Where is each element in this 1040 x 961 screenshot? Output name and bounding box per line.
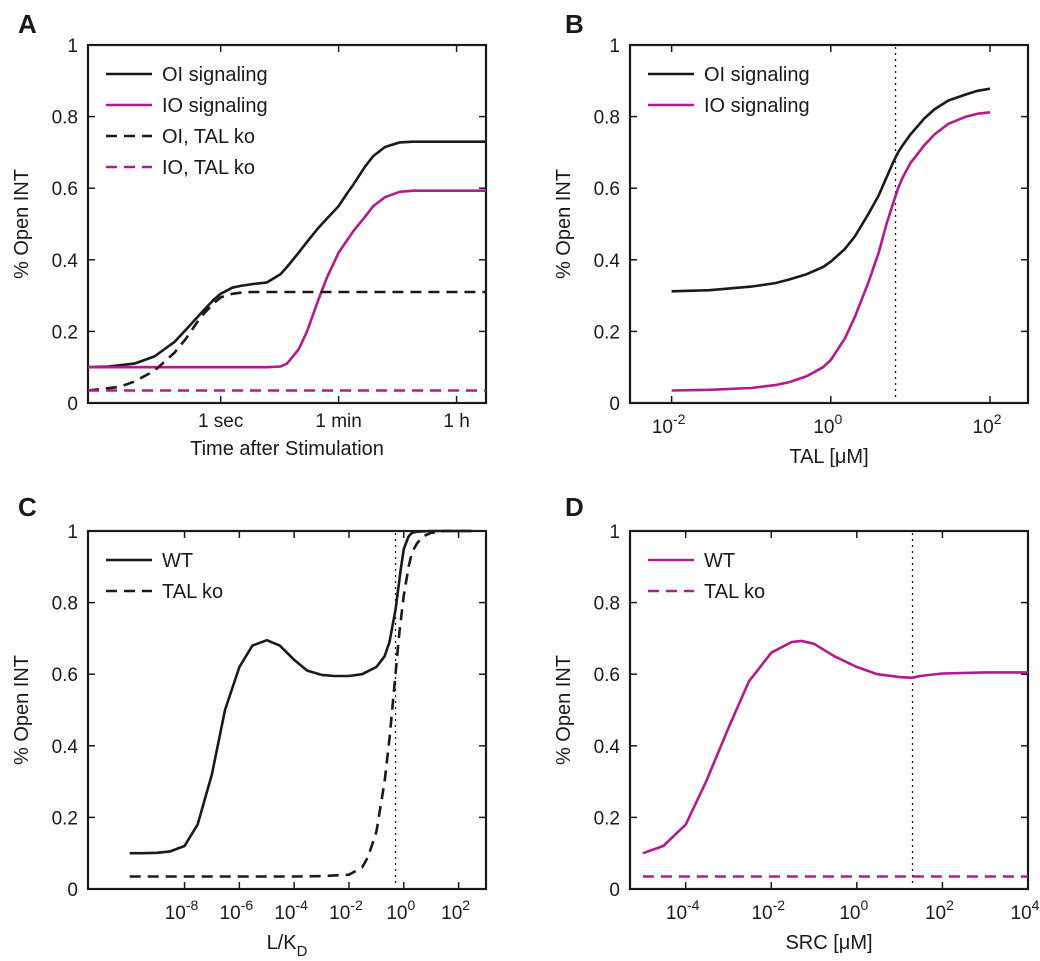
y-axis-label: % Open INT bbox=[11, 655, 33, 765]
series-line-oi-signaling bbox=[671, 87, 991, 293]
series-line-oi-signaling bbox=[87, 140, 486, 369]
plot-frame bbox=[86, 43, 488, 405]
y-tick-label: 0.6 bbox=[594, 665, 620, 686]
y-tick-label: 0.8 bbox=[594, 108, 620, 129]
y-tick-label: 0.6 bbox=[52, 665, 78, 686]
y-tick-label: 0.2 bbox=[594, 322, 620, 343]
y-tick-label: 0.6 bbox=[594, 179, 620, 200]
x-tick-label: 100 bbox=[386, 897, 415, 924]
legend-label: IO, TAL ko bbox=[162, 157, 255, 179]
x-tick-label: 1 min bbox=[315, 411, 361, 432]
plot-frame bbox=[628, 43, 1030, 405]
y-tick-label: 0 bbox=[67, 394, 78, 415]
legend-label: IO signaling bbox=[704, 95, 810, 117]
x-tick-label: 10-2 bbox=[652, 411, 686, 438]
panel-a: A 0 0.2 0.4 0.6 0.8 1 1 sec 1 min 1 h Time after … bbox=[11, 9, 488, 460]
x-tick-label: 10-4 bbox=[666, 897, 700, 924]
y-tick-label: 0.4 bbox=[594, 737, 621, 758]
y-tick-label: 0.2 bbox=[52, 322, 78, 343]
y-tick-label: 0.8 bbox=[594, 594, 620, 615]
panel-d: D 0 0.2 0.4 0.6 0.8 1 10-4 10-2 100 102 104 SRC [μM… bbox=[553, 492, 1040, 954]
y-axis-label: % Open INT bbox=[11, 169, 33, 279]
y-tick-label: 0 bbox=[67, 880, 78, 901]
series-line-wt bbox=[642, 639, 1028, 855]
x-tick-label: 10-6 bbox=[220, 897, 254, 924]
panel-c: C 0 0.2 0.4 0.6 0.8 1 10-8 10-6 10-4 10-2 100 102 L/… bbox=[11, 492, 488, 960]
y-tick-label: 0 bbox=[609, 394, 620, 415]
legend-label: WT bbox=[162, 550, 193, 572]
y-tick-label: 0.4 bbox=[594, 251, 621, 272]
x-tick-label: 100 bbox=[813, 411, 842, 438]
plot-frame bbox=[86, 529, 488, 891]
y-tick-label: 0.2 bbox=[52, 808, 78, 829]
y-tick-label: 1 bbox=[67, 522, 78, 543]
legend-label: WT bbox=[704, 550, 735, 572]
y-tick-label: 1 bbox=[609, 522, 620, 543]
legend-label: IO signaling bbox=[162, 95, 268, 117]
legend-label: OI, TAL ko bbox=[162, 126, 255, 148]
y-tick-label: 1 bbox=[67, 36, 78, 57]
x-axis-label: SRC [μM] bbox=[785, 932, 872, 954]
x-tick-label: 1 sec bbox=[198, 411, 243, 432]
x-tick-label: 1 h bbox=[443, 411, 469, 432]
x-tick-label: 102 bbox=[925, 897, 954, 924]
x-axis-label: Time after Stimulation bbox=[190, 438, 384, 460]
series-line-io-signaling bbox=[671, 111, 991, 392]
y-tick-label: 0 bbox=[609, 880, 620, 901]
panel-letter-c: C bbox=[18, 492, 37, 522]
x-tick-label: 10-2 bbox=[329, 897, 363, 924]
panel-letter-b: B bbox=[565, 9, 584, 39]
y-axis-label: % Open INT bbox=[553, 169, 575, 279]
y-tick-label: 0.2 bbox=[594, 808, 620, 829]
x-tick-label: 104 bbox=[1011, 897, 1040, 924]
y-tick-label: 0.8 bbox=[52, 108, 78, 129]
legend-label: TAL ko bbox=[162, 581, 223, 603]
series-line-io-signaling bbox=[88, 189, 486, 369]
x-tick-label: 10-8 bbox=[165, 897, 199, 924]
series-line-wt bbox=[129, 529, 472, 855]
y-tick-label: 0.8 bbox=[52, 594, 78, 615]
x-tick-label: 102 bbox=[973, 411, 1002, 438]
panel-letter-a: A bbox=[18, 9, 37, 39]
y-tick-label: 0.4 bbox=[52, 737, 79, 758]
x-axis-label: L/KD bbox=[267, 932, 308, 960]
x-tick-label: 10-2 bbox=[751, 897, 785, 924]
series-line-oi-tal-ko bbox=[87, 290, 486, 392]
y-tick-label: 1 bbox=[609, 36, 620, 57]
x-tick-label: 10-4 bbox=[274, 897, 308, 924]
y-tick-label: 0.6 bbox=[52, 179, 78, 200]
legend-label: OI signaling bbox=[704, 64, 810, 86]
x-tick-label: 100 bbox=[839, 897, 868, 924]
legend-label: OI signaling bbox=[162, 64, 268, 86]
legend-label: TAL ko bbox=[704, 581, 765, 603]
plot-frame bbox=[628, 529, 1030, 891]
x-axis-label: TAL [μM] bbox=[789, 446, 868, 468]
y-axis-label: % Open INT bbox=[553, 655, 575, 765]
series-line-tal-ko bbox=[129, 529, 472, 878]
x-tick-label: 102 bbox=[441, 897, 470, 924]
panel-b: B 0 0.2 0.4 0.6 0.8 1 10-2 100 102 TAL [μM] % Open… bbox=[553, 9, 1030, 468]
panel-letter-d: D bbox=[565, 492, 584, 522]
y-tick-label: 0.4 bbox=[52, 251, 79, 272]
